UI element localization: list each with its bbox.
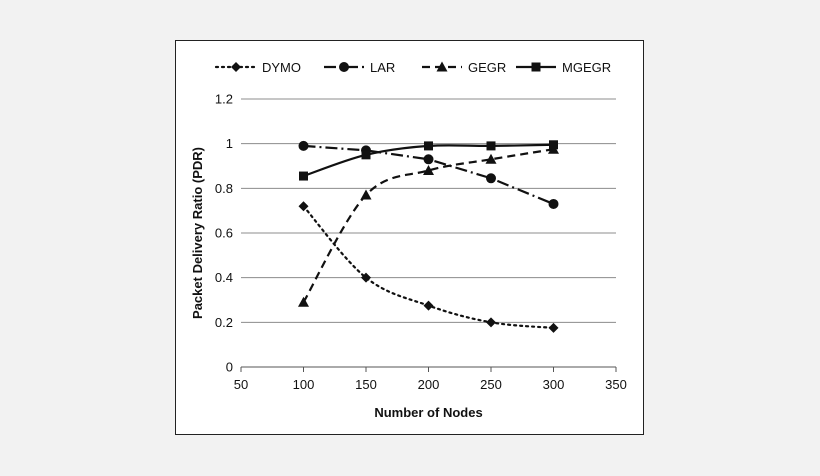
legend-marker-mgegr bbox=[531, 62, 541, 72]
pdr-line-chart: 0 0.2 0.4 0.6 0.8 1 1.2 50 100 150 200 250 300 350 DY… bbox=[190, 60, 627, 420]
series-mgegr bbox=[299, 140, 558, 181]
legend-marker-dymo bbox=[231, 62, 241, 72]
data-point-mgegr bbox=[549, 140, 558, 150]
y-tick-label: 0.2 bbox=[215, 315, 233, 330]
series-gegr bbox=[298, 143, 559, 307]
series-group bbox=[298, 140, 559, 333]
y-tick-label: 0.4 bbox=[215, 270, 233, 285]
legend-marker-lar bbox=[339, 62, 349, 72]
legend-label-lar: LAR bbox=[370, 60, 395, 75]
data-point-dymo bbox=[486, 317, 496, 328]
data-point-mgegr bbox=[299, 171, 308, 181]
x-axis-title: Number of Nodes bbox=[374, 405, 482, 420]
data-point-mgegr bbox=[486, 141, 496, 151]
data-point-lar bbox=[423, 154, 434, 165]
data-point-gegr bbox=[360, 189, 372, 200]
legend-item-gegr: GEGR bbox=[422, 60, 506, 75]
data-point-mgegr bbox=[361, 150, 371, 160]
series-dymo bbox=[298, 201, 559, 333]
x-tick-label: 200 bbox=[418, 377, 440, 392]
data-point-lar bbox=[486, 173, 496, 184]
y-axis-title: Packet Delivery Ratio (PDR) bbox=[190, 147, 205, 319]
legend-item-lar: LAR bbox=[324, 60, 395, 75]
legend-item-dymo: DYMO bbox=[214, 60, 301, 75]
legend-label-dymo: DYMO bbox=[262, 60, 301, 75]
gridlines bbox=[241, 98, 616, 323]
y-tick-label: 0.8 bbox=[215, 181, 233, 196]
legend-label-mgegr: MGEGR bbox=[562, 60, 611, 75]
legend-label-gegr: GEGR bbox=[468, 60, 506, 75]
data-point-lar bbox=[298, 140, 309, 151]
data-point-gegr bbox=[423, 164, 434, 175]
y-tick-label: 1.2 bbox=[215, 92, 233, 107]
x-tick-label: 50 bbox=[234, 377, 248, 392]
x-tick-label: 350 bbox=[605, 377, 627, 392]
y-tick-label: 0.6 bbox=[215, 226, 233, 241]
series-line-gegr bbox=[302, 148, 554, 303]
chart-panel: 0 0.2 0.4 0.6 0.8 1 1.2 50 100 150 200 250 300 350 DY… bbox=[175, 40, 644, 435]
legend: DYMO LAR GEGR MGEGR bbox=[214, 60, 611, 75]
data-point-dymo bbox=[298, 201, 309, 212]
data-point-gegr bbox=[485, 153, 497, 164]
x-tick-label: 300 bbox=[543, 377, 565, 392]
legend-item-mgegr: MGEGR bbox=[516, 60, 611, 75]
data-point-gegr bbox=[298, 296, 309, 307]
data-point-dymo bbox=[548, 322, 559, 333]
x-tick-label: 150 bbox=[355, 377, 377, 392]
axes: 0 0.2 0.4 0.6 0.8 1 1.2 50 100 150 200 250 300 350 bbox=[215, 92, 627, 393]
data-point-dymo bbox=[423, 300, 434, 311]
y-tick-label: 0 bbox=[226, 360, 233, 375]
data-point-dymo bbox=[361, 272, 371, 283]
data-point-lar bbox=[548, 198, 559, 209]
x-tick-label: 250 bbox=[480, 377, 502, 392]
legend-marker-gegr bbox=[436, 61, 448, 72]
data-point-mgegr bbox=[424, 141, 433, 151]
y-tick-label: 1 bbox=[226, 136, 233, 151]
x-tick-label: 100 bbox=[293, 377, 315, 392]
